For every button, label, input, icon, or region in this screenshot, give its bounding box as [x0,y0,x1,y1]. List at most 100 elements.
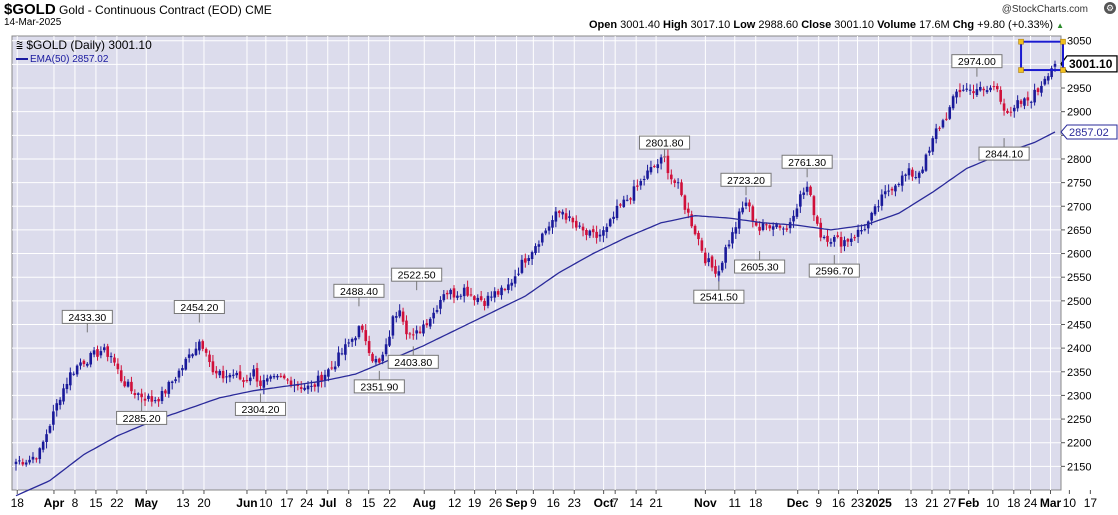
candle-body [666,155,670,174]
candle-body [384,344,388,355]
candle-body [1016,100,1019,109]
candle-body [568,216,571,218]
annotation-label: 2541.50 [700,292,738,304]
candle-body [985,90,989,93]
candle-body [605,226,609,232]
candle-body [1029,101,1033,103]
candle-body [602,230,605,236]
candle-body [299,387,303,389]
candle-body [123,381,126,387]
candle-body [18,460,21,462]
candle-body [656,164,660,169]
candle-body [361,325,364,330]
candle-body [873,206,877,215]
annotation-box [781,154,833,169]
x-tick-label: 18 [1007,496,1021,510]
x-tick-label: 7 [612,496,619,510]
volume-label: Volume [877,19,917,31]
candle-body [802,192,806,195]
annotation-label: 2974.00 [958,56,996,68]
ema-swatch [16,58,28,61]
candle-body [1046,76,1050,81]
candle-body [306,385,310,390]
candle-body [744,202,748,206]
high-value: 3017.10 [690,19,731,31]
candle-body [52,411,55,425]
x-tick-label: 19 [468,496,482,510]
x-tick-label: Mar [1040,496,1062,510]
annotation-box [391,267,443,282]
candle-body [411,334,415,336]
candle-body [636,185,639,187]
candle-body [466,286,469,296]
candle-body [313,384,317,387]
annotation-box [978,146,1030,161]
candle-body [31,456,35,460]
candle-body [113,357,116,363]
candle-body [982,88,985,91]
candle-body [843,240,846,247]
candle-body [574,220,578,228]
candle-body [422,324,425,334]
y-tick-label: 2750 [1067,178,1091,190]
x-tick-label: 18 [749,496,763,510]
candle-body [931,138,935,152]
x-tick-label: Nov [694,496,717,510]
candle-body [160,390,164,402]
x-tick-label: 8 [345,496,352,510]
candle-body [720,262,724,271]
candle-body [955,91,958,98]
candle-body [69,372,72,386]
settings-icon[interactable]: ⚙ [1104,2,1116,14]
candle-body [177,370,181,378]
candle-body [863,229,867,231]
candle-body [428,318,432,327]
candle-body [14,461,18,465]
candle-body [673,180,677,183]
candle-body [951,96,955,109]
candle-body [853,237,856,239]
candle-body [972,91,975,94]
x-tick-label: 2025 [865,496,892,510]
candle-body [462,287,466,297]
candle-body [799,194,802,207]
candle-body [1019,100,1023,104]
candle-body [490,296,493,298]
x-tick-label: 20 [197,496,211,510]
candle-body [164,390,167,394]
candle-body [748,202,751,207]
candle-body [642,179,646,181]
x-tick-label: 14 [629,496,643,510]
candle-body [765,224,768,226]
candle-body [459,295,463,297]
candle-body [795,208,799,217]
candle-body [238,371,242,380]
y-tick-label: 2650 [1067,225,1091,237]
candle-body [187,354,191,358]
x-tick-label: 27 [943,496,957,510]
candle-body [782,228,785,230]
candle-body [561,211,564,215]
annotation-label: 2285.20 [123,413,161,425]
candle-body [350,338,354,342]
candle-body [832,236,836,242]
candle-body [503,289,507,291]
candle-body [106,346,109,357]
close-value: 3001.10 [834,19,875,31]
x-tick-label: Aug [413,496,436,510]
candle-body [646,170,649,179]
candle-body [218,370,222,376]
selection-box [1020,40,1065,72]
candle-body [259,380,262,386]
candle-body [150,396,154,402]
candle-body [520,259,524,273]
chg-value: +9.80 (+0.33%) [977,19,1054,31]
x-tick-label: 16 [547,496,561,510]
candle-body [96,349,99,357]
annotation-box [951,54,1003,69]
annotation-box [353,379,405,394]
selection-handle [1018,67,1024,73]
candle-body [442,294,446,301]
candle-body [894,185,897,192]
